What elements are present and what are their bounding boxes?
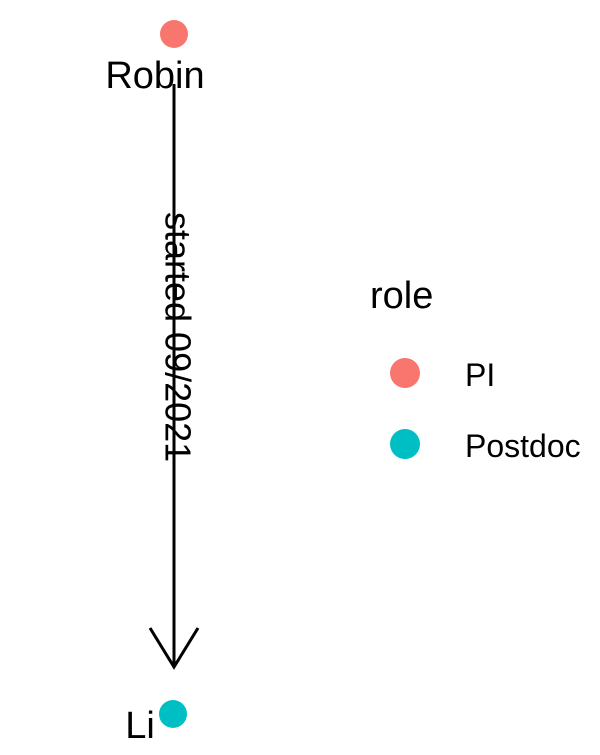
node-label-li: Li (125, 705, 155, 747)
legend-label-pi: PI (465, 357, 495, 393)
legend-item-postdoc: Postdoc (390, 428, 581, 464)
legend-item-pi: PI (390, 357, 495, 393)
node-marker-postdoc (159, 700, 187, 728)
legend-key-postdoc (390, 429, 420, 459)
node-robin: Robin (105, 20, 205, 97)
legend: role PI Postdoc (370, 275, 581, 464)
node-marker-pi (160, 20, 188, 48)
edge-label: started 09/2021 (158, 212, 199, 462)
node-li: Li (125, 700, 187, 747)
edge-arrowhead (148, 627, 200, 670)
edge-robin-li: started 09/2021 (148, 84, 200, 670)
legend-label-postdoc: Postdoc (465, 428, 581, 464)
legend-key-pi (390, 358, 420, 388)
legend-title: role (370, 275, 433, 317)
node-label-robin: Robin (105, 55, 204, 97)
